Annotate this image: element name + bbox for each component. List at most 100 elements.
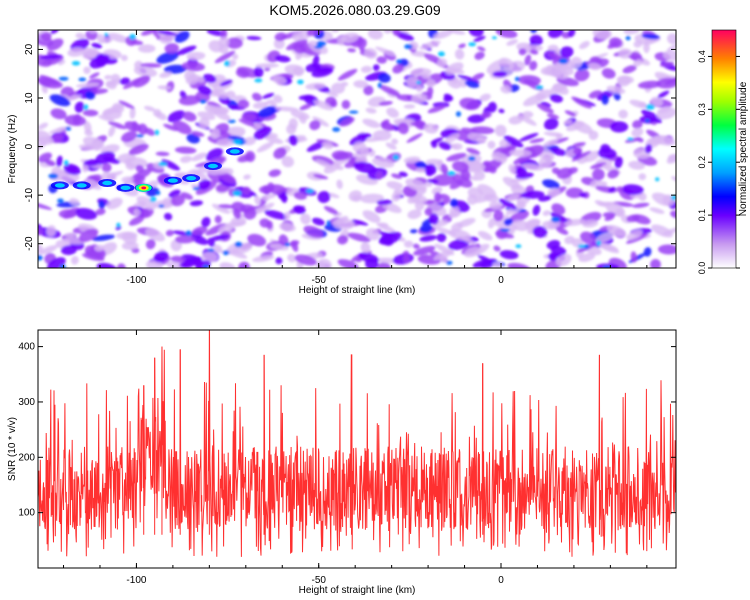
snr-panel: -100 -50 0 100 200 300 400 Height of straight… <box>7 329 677 596</box>
colorbar-tick-label: 0.1 <box>697 209 707 222</box>
spectrogram-blob <box>564 110 577 117</box>
spectrogram-spot <box>149 196 157 203</box>
track-core <box>186 175 197 181</box>
spectrogram-blob <box>40 32 52 41</box>
spectrogram-blob <box>163 64 187 74</box>
spectrogram-blob <box>487 217 496 229</box>
spectrogram-spot <box>38 254 43 261</box>
spectrogram-blob <box>657 90 670 99</box>
spectrogram-blob <box>641 109 662 124</box>
spectrogram-blob <box>264 99 274 106</box>
spectrogram-blob <box>653 135 676 146</box>
spectrogram-blob <box>38 152 52 163</box>
spectrogram-xlabel: Height of straight line (km) <box>299 285 416 296</box>
spectrogram-blob <box>542 138 559 148</box>
spectrogram-blob <box>643 247 652 257</box>
spectrogram-blob <box>46 38 64 51</box>
colorbar-gradient <box>711 29 737 269</box>
spectrogram-blob <box>458 77 468 88</box>
spectrogram-blob <box>375 46 396 57</box>
spectrogram-blob <box>157 85 172 90</box>
spectrogram-blob <box>493 245 501 252</box>
spectrogram-blob <box>347 48 356 53</box>
spectrogram-blob <box>518 75 541 86</box>
spectrogram-spot <box>158 204 165 208</box>
spectrogram-blob <box>449 206 460 218</box>
spectrogram-blob <box>547 253 562 259</box>
spectrogram-blob <box>181 61 205 72</box>
spectrogram-blob <box>277 194 287 201</box>
spectrogram-blob <box>218 36 230 48</box>
spectrogram-blob <box>153 200 173 209</box>
spectrogram-blob <box>599 242 619 252</box>
spectrogram-blob <box>459 97 481 111</box>
spectrogram-blob <box>360 65 373 73</box>
spectrogram-blob <box>419 224 433 233</box>
spectrogram-blob <box>432 174 456 186</box>
spectrogram-blob <box>420 72 431 80</box>
spectrogram-spot <box>297 79 304 85</box>
spectrogram-blob <box>436 232 447 243</box>
spectrogram-blob <box>313 100 334 111</box>
spectrogram-blob <box>288 134 298 146</box>
spectrogram-blob <box>121 54 128 62</box>
spectrogram-blob <box>532 226 548 238</box>
spectrogram-spot <box>332 127 341 132</box>
figure-title: KOM5.2026.080.03.29.G09 <box>269 2 440 18</box>
spectrogram-blob <box>246 36 262 41</box>
colorbar-ticks: 0.0 0.1 0.2 0.3 0.4 <box>697 50 740 274</box>
spectrogram-blob <box>50 30 59 34</box>
spectrogram-blob <box>98 115 115 122</box>
spectrogram-spot <box>156 191 161 195</box>
track-core <box>120 185 131 191</box>
spectrogram-blob <box>440 163 449 175</box>
spectrogram-blob <box>336 179 343 190</box>
spectrogram-blob <box>391 191 401 202</box>
spectrogram-spot <box>58 76 69 81</box>
spectrogram-blob <box>448 239 470 250</box>
spectrogram-blob <box>251 92 263 102</box>
spectrogram-blob <box>326 192 340 199</box>
spectrogram-blob <box>403 240 414 248</box>
spectrogram-blob <box>414 161 428 169</box>
spectrogram-spot <box>185 230 192 237</box>
spectrogram-blob <box>38 201 52 210</box>
spectrogram-blob <box>510 184 527 197</box>
spectrogram-spot <box>59 264 66 268</box>
spectrogram-blob <box>238 261 250 268</box>
spectrogram-blob <box>480 111 492 119</box>
spectrogram-spot <box>232 139 242 145</box>
snr-ylabel: SNR (10 * v/v) <box>7 417 18 481</box>
spectrogram-spot <box>348 110 359 114</box>
spectrogram-blob <box>293 205 306 215</box>
spectrogram-blob <box>242 186 251 195</box>
spectrogram-blob <box>529 138 545 144</box>
spectrogram-blob <box>197 85 212 95</box>
spectrogram-blob <box>632 202 650 208</box>
spectrogram-blob <box>587 62 602 71</box>
spectrogram-blob <box>167 110 186 123</box>
spectrogram-blob <box>542 210 551 216</box>
spectrogram-blob <box>243 174 251 180</box>
spectrogram-blob <box>159 71 172 78</box>
spectrogram-blob <box>330 82 346 95</box>
spectrogram-blob <box>170 255 186 263</box>
spectrogram-blob <box>555 226 569 235</box>
spectrogram-blob <box>638 173 647 181</box>
spectrogram-blob <box>104 74 112 80</box>
spectrogram-spot <box>65 126 72 131</box>
spectrogram-blob <box>409 229 418 234</box>
spectrogram-blob <box>482 160 490 166</box>
spectrogram-blob <box>623 30 640 35</box>
spectrogram-blob <box>536 103 554 114</box>
spectrogram-blob <box>601 68 616 79</box>
spectrogram-blob <box>284 211 291 220</box>
colorbar: 0.0 0.1 0.2 0.3 0.4 Normalized spectral ampl… <box>697 29 749 274</box>
snr-y-tick-label: 200 <box>18 452 35 463</box>
spectrogram-blob <box>524 54 532 66</box>
spectrogram-spot <box>199 99 207 104</box>
colorbar-tick-label: 0.3 <box>697 103 707 116</box>
spectrogram-blob <box>312 116 329 127</box>
spectrogram-blob <box>287 254 297 263</box>
spectrogram-blob <box>75 82 100 88</box>
